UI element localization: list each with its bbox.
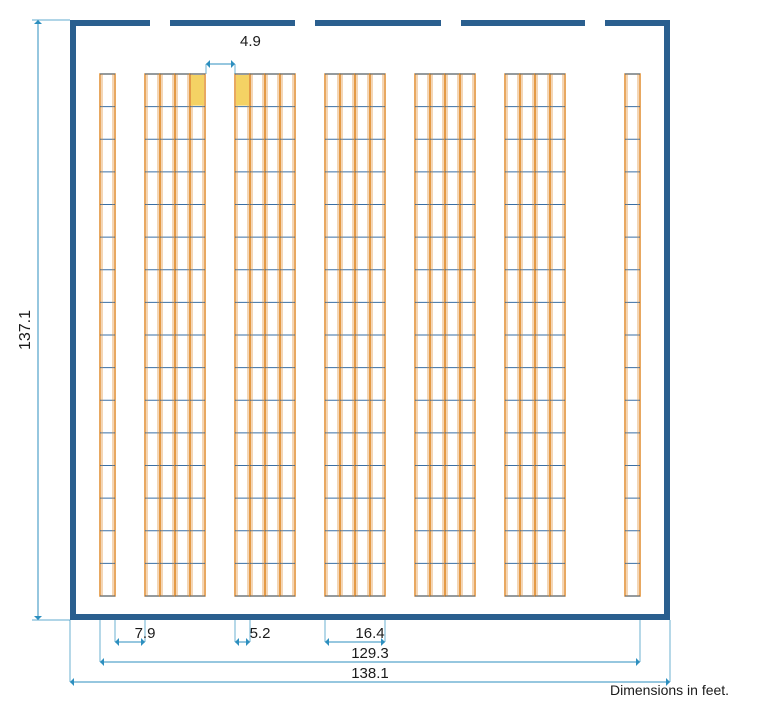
caption: Dimensions in feet. xyxy=(610,682,729,698)
wall-bottom xyxy=(70,614,670,620)
rack-highlight xyxy=(191,75,204,106)
wall-top xyxy=(315,20,441,26)
wall-top xyxy=(70,20,150,26)
dim-inner: 129.3 xyxy=(351,645,389,662)
wall-top xyxy=(605,20,670,26)
dim-group: 16.4 xyxy=(355,625,384,642)
rack-highlight xyxy=(236,75,249,106)
dim-aisle: 7.9 xyxy=(135,625,156,642)
wall-top xyxy=(461,20,585,26)
dim-outer: 138.1 xyxy=(351,665,389,682)
wall-left xyxy=(70,20,76,620)
wall-right xyxy=(664,20,670,620)
dim-top-span: 4.9 xyxy=(240,33,261,50)
wall-top xyxy=(170,20,295,26)
dim-col: 5.2 xyxy=(250,625,271,642)
warehouse-floorplan: 137.1 4.9 7.9 5.2 16.4 129.3 138.1 Dimensions i… xyxy=(0,0,770,701)
dim-height: 137.1 xyxy=(17,310,34,350)
